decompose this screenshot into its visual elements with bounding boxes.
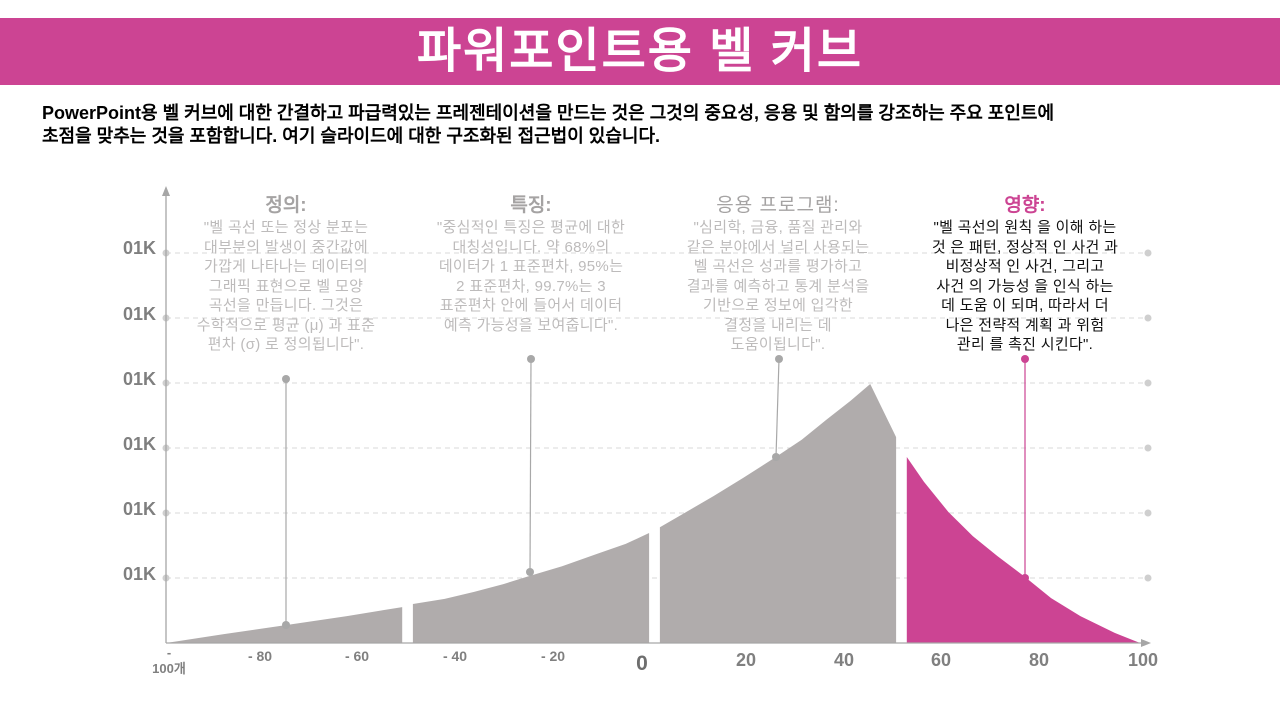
annotation-line: 대부분의 발생이 중간값에 [203, 238, 369, 256]
x-tick-label: - 100개 [152, 645, 186, 676]
callout-features [526, 355, 535, 576]
annotation-line: 비정상적 인 사건, 그리고 [945, 258, 1105, 275]
y-tick-label: 01K [122, 369, 156, 389]
annotation-heading: 영향: [1004, 195, 1046, 216]
annotation-line: 가깝게 나타나는 데이터의 [203, 258, 369, 275]
axes [162, 186, 1151, 647]
x-tick-label: 40 [833, 650, 855, 670]
area-segment-1 [166, 607, 403, 643]
area-series [166, 384, 1141, 643]
area-segment-3 [659, 384, 897, 643]
annotation-line: 것 은 패턴, 정상적 인 사건 과 [931, 238, 1119, 256]
gridline-dot [1144, 444, 1152, 452]
annotation-line: 표준편차 안에 들어서 데이터 [439, 297, 623, 314]
callout-dot [772, 453, 780, 461]
area-segment-2 [412, 533, 650, 643]
gridlines [166, 252, 1148, 579]
annotation-line: 수학적으로 평균 (μ) 과 표준 [196, 316, 376, 334]
annotation-line: 그래픽 표현으로 벨 모양 [208, 277, 364, 295]
callout-line [529, 358, 532, 573]
y-tick-label: 01K [122, 499, 156, 519]
y-tick-label: 01K [122, 564, 156, 584]
intro-paragraph: PowerPoint용 벨 커브에 대한 간결하고 파급력있는 프레젠테이션을 … [42, 102, 1238, 148]
area-segment-4 [906, 457, 1141, 643]
annotation-definition: 정의: "벨 곡선 또는 정상 분포는 대부분의 발생이 중간값에 가깝게 나타… [161, 194, 411, 355]
callout-dot [1021, 574, 1029, 582]
gridline-dot [1144, 509, 1152, 517]
y-tick-label: 01K [122, 238, 156, 258]
x-tick-label: - 40 [442, 648, 468, 664]
callout-impact [1021, 355, 1029, 582]
annotation-line: 대칭성입니다. 약 68%의 [452, 238, 610, 256]
annotation-line: 데이터가 1 표준편차, 95%는 [438, 258, 624, 275]
y-axis-arrow [162, 186, 170, 196]
annotation-line: 결과를 예측하고 통계 분석을 [686, 277, 870, 295]
callout-line [775, 358, 780, 458]
annotation-line: 결정을 내리는 데 [724, 316, 832, 334]
annotation-line: "벨 곡선 또는 정상 분포는 [203, 219, 369, 236]
x-tick-label: 60 [930, 650, 952, 670]
callout-dot [527, 355, 535, 363]
annotation-line: 관리 를 촉진 시킨다". [956, 336, 1094, 353]
annotation-heading: 정의: [265, 195, 307, 216]
annotation-line: 도움이됩니다". [730, 336, 826, 353]
intro-line: PowerPoint용 벨 커브에 대한 간결하고 파급력있는 프레젠테이션을 … [42, 103, 1055, 123]
slide-title: 파워포인트용 벨 커브 [416, 25, 864, 78]
annotation-heading: 응용 프로그램: [716, 195, 840, 216]
intro-line: 초점을 맞추는 것을 포함합니다. 여기 슬라이드에 대한 구조화된 접근법이 … [42, 126, 661, 146]
x-tick-label: - 20 [540, 648, 566, 664]
callout-applications [772, 355, 783, 461]
annotation-features: 특징: "중심적인 특징은 평균에 대한 대칭성입니다. 약 68%의 데이터가… [406, 194, 656, 335]
y-tick-label: 01K [122, 304, 156, 324]
x-axis-arrow [1141, 639, 1151, 647]
callout-dot [526, 568, 534, 576]
annotation-line: 기반으로 정보에 입각한 [703, 297, 853, 314]
annotation-line: "심리학, 금융, 품질 관리와 [693, 219, 863, 236]
x-tick-label: 0 [636, 652, 648, 675]
gridline-dot [1144, 574, 1152, 582]
annotation-heading: 특징: [510, 195, 552, 216]
annotation-applications: 응용 프로그램: "심리학, 금융, 품질 관리와 같은 분야에서 널리 사용되… [653, 194, 903, 355]
annotation-impact: 영향: "벨 곡선의 원칙 을 이해 하는 것 은 패턴, 정상적 인 사건 과… [900, 194, 1150, 355]
callout-definition [282, 375, 290, 629]
callout-dot [1021, 355, 1029, 363]
title-bar: 파워포인트용 벨 커브 [0, 18, 1280, 85]
callout-dot [775, 355, 783, 363]
annotation-line: 편차 (σ) 로 정의됩니다". [207, 336, 365, 353]
annotation-line: 나은 전략적 계획 과 위험 [945, 316, 1105, 334]
x-tick-label: 100 [1127, 650, 1159, 670]
annotation-line: 데 도움 이 되며, 따라서 더 [941, 297, 1109, 314]
x-tick-label: 80 [1028, 650, 1050, 670]
x-tick-label: - 80 [247, 648, 273, 664]
x-tick-label: - 60 [344, 648, 370, 664]
annotation-line: 2 표준편차, 99.7%는 3 [456, 277, 606, 295]
gridline-dot [1144, 379, 1152, 387]
callout-dot [282, 375, 290, 383]
annotation-line: 사건 의 가능성 을 인식 하는 [936, 277, 1114, 295]
annotation-line: 곡선을 만듭니다. 그것은 [208, 297, 364, 314]
annotation-line: 예측 가능성을 보여줍니다". [443, 316, 619, 334]
annotation-line: "중심적인 특징은 평균에 대한 [436, 219, 626, 236]
y-tick-label: 01K [122, 434, 156, 454]
annotation-line: "벨 곡선의 원칙 을 이해 하는 [933, 219, 1117, 236]
gridline-dot [1144, 249, 1152, 257]
annotation-line: 같은 분야에서 널리 사용되는 [686, 238, 870, 256]
callout-dot [282, 621, 290, 629]
x-tick-label: 20 [735, 650, 757, 670]
gridline-dot [1144, 314, 1152, 322]
annotation-line: 벨 곡선은 성과를 평가하고 [693, 258, 863, 275]
